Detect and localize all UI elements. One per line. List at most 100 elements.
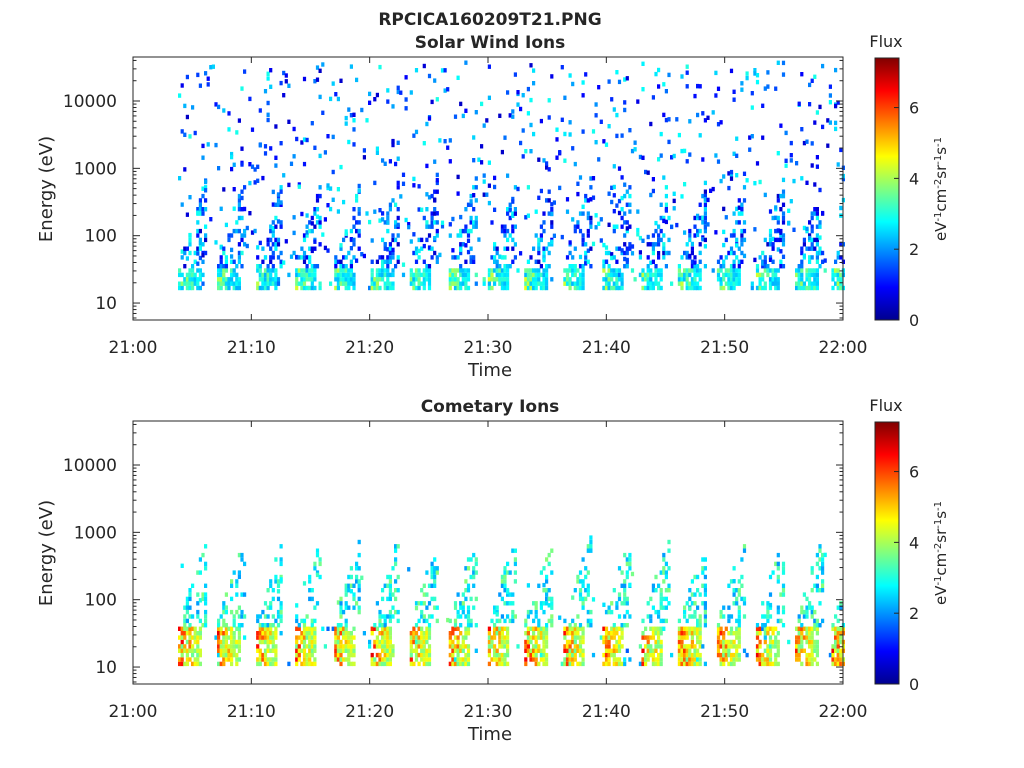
heatmap-cell [719,178,723,184]
heatmap-cell [628,614,632,619]
heatmap-cell [719,268,723,273]
heatmap-cell [534,635,538,640]
heatmap-cell [183,648,187,653]
heatmap-cell [196,570,200,575]
heatmap-cell [310,272,314,278]
heatmap-cell [352,661,356,667]
heatmap-cell [667,250,671,256]
heatmap-cell [534,272,538,278]
heatmap-cell [659,588,663,593]
heatmap-cell [388,639,392,645]
heatmap-cell [430,224,434,229]
heatmap-cell [836,605,840,610]
heatmap-cell [326,248,330,253]
heatmap-cell [813,74,817,79]
heatmap-cell [664,264,668,269]
heatmap-cell [391,247,395,253]
heatmap-cell [297,184,301,189]
heatmap-cell [568,240,572,245]
heatmap-cell [503,281,507,286]
heatmap-cell [758,255,762,260]
heatmap-cell [792,178,796,184]
heatmap-cell [513,579,517,584]
heatmap-cell [425,224,429,229]
heatmap-cell [453,626,458,631]
heatmap-cell [261,652,265,658]
heatmap-cell [347,648,351,653]
heatmap-cell [274,661,278,667]
heatmap-cell [315,552,320,558]
heatmap-cell [222,601,226,606]
heatmap-cell [506,592,510,597]
heatmap-cell [657,583,661,588]
heatmap-cell [576,277,580,282]
heatmap-cell [610,648,614,653]
heatmap-cell [698,277,702,282]
heatmap-cell [459,661,463,667]
heatmap-cell [565,661,570,667]
heatmap-cell [279,80,283,86]
heatmap-cell [506,614,510,619]
heatmap-cell [805,246,809,251]
heatmap-cell [386,281,390,286]
heatmap-cell [649,272,653,278]
heatmap-cell [532,277,536,282]
heatmap-cell [472,566,476,571]
x-axis: 21:00 21:10 21:20 21:30 21:40 21:50 22:00 [109,421,868,722]
heatmap-cell [373,639,377,645]
heatmap-cell [279,618,283,624]
heatmap-cell [526,272,530,278]
heatmap-cell [433,211,437,216]
heatmap-cell [625,574,629,580]
heatmap-cell [279,141,283,146]
heatmap-cell [261,277,265,282]
heatmap-cell [617,661,622,667]
heatmap-cell [815,644,819,649]
heatmap-cell [453,635,458,640]
heatmap-cell [610,97,614,102]
heatmap-cell [688,237,692,243]
heatmap-cell [310,588,314,593]
heatmap-cell [315,207,320,212]
heatmap-cell [240,195,244,201]
heatmap-cell [347,250,351,256]
heatmap-cell [727,268,731,273]
heatmap-cell [524,277,528,282]
heatmap-cell [599,635,603,640]
heatmap-cell [664,185,668,190]
heatmap-cell [612,661,616,667]
heatmap-cell [701,215,705,220]
heatmap-cell [688,657,692,662]
heatmap-cell [630,571,635,577]
heatmap-cell [810,285,814,291]
heatmap-cell [716,631,721,636]
heatmap-cell [493,268,497,273]
heatmap-cell [453,623,458,628]
heatmap-cell [659,652,663,658]
heatmap-cell [607,124,611,129]
heatmap-cell [737,609,741,615]
heatmap-cell [321,626,325,631]
heatmap-cell [620,583,624,588]
heatmap-cell [305,264,309,269]
heatmap-cell [222,605,226,610]
heatmap-cell [555,137,559,142]
heatmap-cell [487,95,491,100]
heatmap-cell [498,268,502,273]
heatmap-cell [230,268,234,273]
heatmap-cell [349,566,353,571]
heatmap-cell [649,626,653,631]
heatmap-cell [688,281,692,286]
heatmap-cell [802,626,806,631]
heatmap-cell [714,230,718,235]
heatmap-cell [269,237,273,243]
heatmap-cell [664,618,668,624]
heatmap-cell [688,268,692,273]
heatmap-cell [459,264,463,269]
heatmap-cell [204,544,208,549]
heatmap-cell [768,644,773,649]
heatmap-cell [500,277,504,282]
heatmap-cell [183,103,187,109]
heatmap-cell [487,635,491,640]
